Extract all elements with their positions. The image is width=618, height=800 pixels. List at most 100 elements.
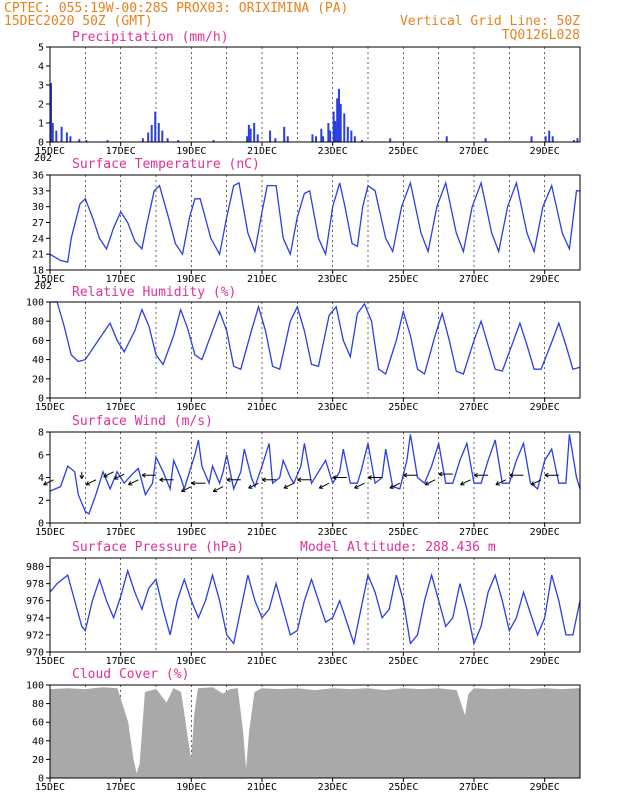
y-tick-label: 36 (32, 171, 44, 182)
wind-arrow-head (261, 477, 266, 483)
wind-arrow-head (495, 481, 500, 486)
x-tick-label: 21DEC (247, 146, 277, 157)
y-tick-label: 4 (38, 62, 44, 73)
x-tick-label: 21DEC (247, 274, 277, 285)
precip-bar (78, 139, 81, 142)
y-tick-label: 3 (38, 81, 44, 92)
x-tick-label: 19DEC (176, 782, 206, 793)
wind-arrow-head (460, 481, 465, 486)
x-tick-label: 29DEC (530, 146, 560, 157)
cloud-frame (49, 684, 581, 779)
pressure-series-line (49, 568, 581, 647)
wind-arrow-head (212, 487, 218, 493)
wind-arrow-head (85, 481, 91, 486)
header-date-line: 15DEC2020 50Z (GMT) (4, 14, 153, 29)
wind-arrow-shaft (283, 482, 295, 489)
x-tick-label: 17DEC (106, 146, 136, 157)
x-tick-label: 25DEC (388, 274, 418, 285)
x-tick-label: 23DEC (318, 656, 348, 667)
x-tick-label: 29DEC (530, 402, 560, 413)
precip-bar (150, 124, 153, 142)
y-tick-label: 40 (32, 355, 44, 366)
precip-bar (576, 138, 579, 142)
precip-bar (286, 136, 289, 142)
cloud-title: Cloud Cover (%) (72, 667, 189, 682)
precip-bar (256, 134, 259, 142)
pressure-panel: 970 972 974 976 978 980 15DEC 17DEC 19DEC 21DEC 23… (26, 540, 581, 667)
precip-bar (283, 126, 286, 142)
y-tick-label: 0 (38, 774, 44, 785)
x-tick-label: 19DEC (176, 656, 206, 667)
wind-arrow-head (403, 472, 408, 478)
precip-panel: 0 1 2 3 4 5 15DEC 17DEC 19DEC 21DEC 23DEC 25DEC 27DE… (34, 30, 581, 164)
x-tick-label: 15DEC (35, 656, 65, 667)
x-tick-label: 27DEC (459, 402, 489, 413)
pressure-frame (49, 557, 581, 653)
wind-arrow-head (473, 472, 478, 478)
wind-arrow-shaft (460, 479, 471, 486)
y-tick-label: 972 (26, 630, 44, 641)
temp-title: Surface Temperature (nC) (72, 157, 260, 172)
precip-bar (544, 136, 547, 142)
x-tick-label: 19DEC (176, 527, 206, 538)
wind-arrow-shaft (213, 486, 224, 492)
wind-arrow-head (181, 487, 186, 493)
x-tick-label: 29DEC (530, 527, 560, 538)
x-tick-label: 25DEC (388, 146, 418, 157)
precip-bar (147, 132, 150, 142)
y-tick-label: 6 (38, 450, 44, 461)
wind-arrow-head (191, 480, 196, 486)
y-tick-label: 100 (26, 681, 44, 692)
x-tick-label: 15DEC (35, 146, 65, 157)
precip-bar (311, 134, 314, 142)
wind-arrow-head (367, 475, 372, 480)
x-tick-label: 15DEC (35, 527, 65, 538)
precip-bar (572, 140, 575, 142)
y-tick-label: 8 (38, 428, 44, 439)
y-tick-label: 20 (32, 374, 44, 385)
x-tick-label: 25DEC (388, 527, 418, 538)
x-tick-label: 17DEC (106, 782, 136, 793)
rh-title: Relative Humidity (%) (72, 285, 236, 300)
temp-frame (49, 174, 581, 271)
wind-arrow-shaft (43, 479, 54, 486)
y-tick-label: 18 (32, 266, 44, 277)
precip-bar (60, 126, 63, 142)
x-tick-label: 15DEC (35, 782, 65, 793)
pressure-title: Surface Pressure (hPa) (72, 540, 244, 555)
year-label-fragment: 202 (34, 281, 52, 292)
precip-bar (332, 111, 335, 142)
wind-arrow-head (354, 484, 359, 489)
wind-arrow-head (128, 481, 133, 486)
precip-bar (157, 123, 160, 142)
precip-bar (343, 113, 346, 142)
x-tick-label: 25DEC (388, 402, 418, 413)
wind-arrow-head (283, 484, 288, 489)
y-tick-label: 1 (38, 119, 44, 130)
x-tick-label: 23DEC (318, 274, 348, 285)
wind-arrow-head (141, 472, 146, 478)
x-tick-label: 25DEC (388, 656, 418, 667)
precip-bar (334, 121, 337, 142)
wind-arrow-head (509, 472, 514, 478)
precip-bar (55, 130, 58, 142)
wind-arrow-shaft (531, 479, 542, 486)
y-tick-label: 980 (26, 562, 44, 573)
x-tick-label: 29DEC (530, 782, 560, 793)
x-tick-label: 21DEC (247, 656, 277, 667)
y-tick-label: 30 (32, 202, 44, 213)
wind-arrow-head (248, 484, 253, 489)
y-tick-label: 60 (32, 336, 44, 347)
rh-series-line (50, 301, 581, 376)
y-tick-label: 2 (38, 496, 44, 507)
wind-arrow-shaft (389, 482, 401, 489)
y-tick-label: 4 (38, 473, 44, 484)
precip-bar (141, 138, 144, 142)
precip-bar (166, 138, 169, 142)
precip-bar (177, 140, 180, 142)
rh-panel: 0 20 40 60 80 100 15DEC 17DEC 19DEC 21DEC 23DEC 25D… (26, 285, 581, 413)
precip-bar (269, 130, 272, 142)
y-tick-label: 40 (32, 736, 44, 747)
header-station-line: CPTEC: 055:19W-00:28S PROX03: ORIXIMINA … (4, 1, 348, 16)
wind-arrow-head (530, 481, 536, 486)
